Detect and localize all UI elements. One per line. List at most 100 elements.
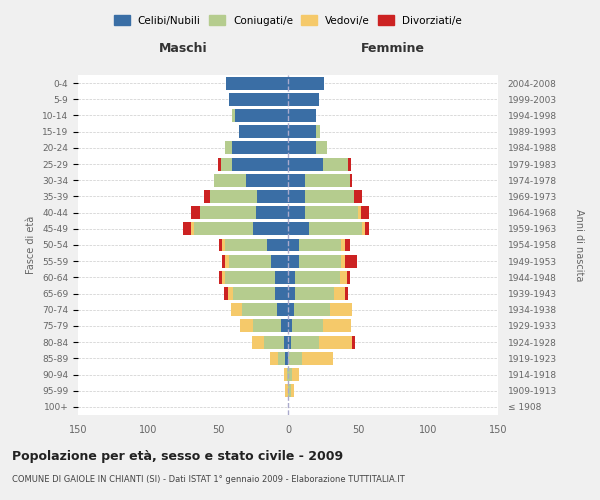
Bar (191, 206, 200, 219)
Bar (362, 222, 365, 235)
Bar (278, 352, 285, 365)
Bar (288, 287, 295, 300)
Bar (225, 142, 232, 154)
Bar (288, 336, 291, 348)
Bar (288, 222, 309, 235)
Bar (275, 271, 288, 284)
Bar (288, 238, 299, 252)
Bar (295, 271, 340, 284)
Text: Maschi: Maschi (158, 42, 208, 55)
Bar (352, 336, 355, 348)
Bar (305, 174, 350, 186)
Bar (191, 222, 194, 235)
Bar (287, 368, 288, 381)
Bar (346, 287, 348, 300)
Bar (264, 336, 284, 348)
Bar (292, 320, 323, 332)
Bar (288, 109, 316, 122)
Bar (241, 320, 253, 332)
Bar (194, 222, 253, 235)
Bar (277, 304, 288, 316)
Bar (284, 368, 287, 381)
Text: COMUNE DI GAIOLE IN CHIANTI (SI) - Dati ISTAT 1° gennaio 2009 - Elaborazione TUT: COMUNE DI GAIOLE IN CHIANTI (SI) - Dati … (12, 475, 405, 484)
Bar (220, 238, 222, 252)
Y-axis label: Fasce di età: Fasce di età (26, 216, 37, 274)
Bar (341, 238, 346, 252)
Bar (220, 271, 222, 284)
Bar (242, 304, 277, 316)
Bar (309, 222, 362, 235)
Bar (232, 109, 235, 122)
Bar (281, 320, 288, 332)
Y-axis label: Anni di nascita: Anni di nascita (574, 209, 584, 281)
Bar (251, 336, 264, 348)
Bar (361, 206, 369, 219)
Bar (302, 352, 333, 365)
Bar (239, 125, 288, 138)
Bar (341, 254, 346, 268)
Bar (346, 238, 350, 252)
Bar (288, 93, 319, 106)
Bar (235, 109, 288, 122)
Bar (340, 271, 347, 284)
Bar (271, 254, 288, 268)
Bar (293, 304, 330, 316)
Bar (334, 287, 346, 300)
Bar (230, 304, 242, 316)
Bar (285, 352, 288, 365)
Bar (305, 206, 358, 219)
Bar (299, 254, 341, 268)
Bar (218, 158, 221, 170)
Bar (288, 254, 299, 268)
Bar (225, 271, 275, 284)
Bar (284, 336, 288, 348)
Bar (288, 368, 292, 381)
Bar (209, 190, 257, 203)
Bar (285, 384, 288, 397)
Bar (299, 238, 341, 252)
Bar (288, 190, 305, 203)
Bar (229, 93, 288, 106)
Bar (253, 320, 281, 332)
Bar (295, 287, 334, 300)
Bar (270, 352, 278, 365)
Bar (256, 206, 288, 219)
Bar (358, 206, 361, 219)
Bar (288, 174, 305, 186)
Bar (183, 222, 191, 235)
Bar (232, 142, 288, 154)
Bar (222, 271, 225, 284)
Text: Popolazione per età, sesso e stato civile - 2009: Popolazione per età, sesso e stato civil… (12, 450, 343, 463)
Bar (347, 271, 350, 284)
Bar (246, 174, 288, 186)
Bar (323, 158, 348, 170)
Bar (214, 174, 246, 186)
Bar (232, 158, 288, 170)
Bar (292, 368, 299, 381)
Bar (288, 76, 325, 90)
Bar (275, 287, 288, 300)
Bar (288, 352, 302, 365)
Bar (221, 158, 232, 170)
Bar (222, 238, 225, 252)
Bar (224, 287, 228, 300)
Bar (354, 190, 362, 203)
Bar (200, 206, 256, 219)
Bar (305, 190, 354, 203)
Bar (288, 320, 292, 332)
Bar (348, 158, 351, 170)
Bar (316, 125, 320, 138)
Bar (288, 125, 316, 138)
Bar (226, 76, 288, 90)
Bar (288, 206, 305, 219)
Bar (346, 254, 356, 268)
Bar (225, 238, 267, 252)
Bar (288, 384, 291, 397)
Bar (253, 222, 288, 235)
Bar (319, 336, 352, 348)
Legend: Celibi/Nubili, Coniugati/e, Vedovi/e, Divorziati/e: Celibi/Nubili, Coniugati/e, Vedovi/e, Di… (111, 12, 465, 28)
Bar (288, 304, 293, 316)
Bar (291, 384, 293, 397)
Bar (291, 336, 319, 348)
Bar (365, 222, 369, 235)
